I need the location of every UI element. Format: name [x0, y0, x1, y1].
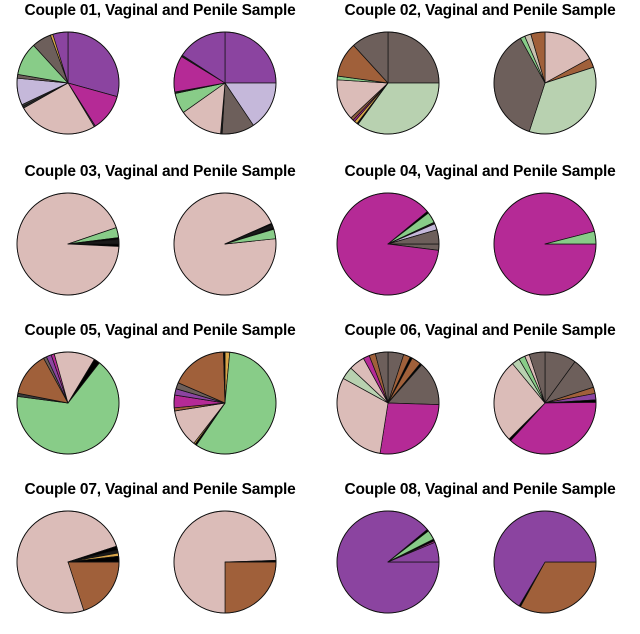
pie-pair-couple-04	[336, 192, 597, 296]
pie-penile	[493, 351, 597, 455]
pie-outline	[16, 351, 120, 455]
pie-penile	[173, 510, 277, 614]
panel-title: Couple 05, Vaginal and Penile Sample	[24, 322, 296, 339]
pie-pair-couple-02	[336, 31, 597, 135]
pie-vaginal	[16, 351, 120, 455]
pie-vaginal	[336, 351, 440, 455]
panel-couple-02: Couple 02, Vaginal and Penile Sample	[320, 0, 640, 155]
pie-outline	[16, 510, 120, 614]
pie-pair-couple-08	[336, 510, 597, 614]
pie-pair-couple-03	[16, 192, 277, 296]
panel-title: Couple 02, Vaginal and Penile Sample	[344, 2, 616, 19]
panel-title: Couple 08, Vaginal and Penile Sample	[344, 481, 616, 498]
pie-slice	[379, 402, 440, 455]
pie-penile	[493, 510, 597, 614]
pie-outline	[493, 31, 597, 135]
panel-couple-05: Couple 05, Vaginal and Penile Sample	[0, 320, 320, 475]
panel-couple-03: Couple 03, Vaginal and Penile Sample	[0, 161, 320, 316]
panel-title: Couple 06, Vaginal and Penile Sample	[344, 322, 616, 339]
pie-outline	[173, 31, 277, 135]
pie-outline	[493, 510, 597, 614]
pie-vaginal	[336, 31, 440, 135]
pie-outline	[493, 351, 597, 455]
pie-vaginal	[336, 192, 440, 296]
pie-pair-couple-05	[16, 351, 277, 455]
panel-couple-04: Couple 04, Vaginal and Penile Sample	[320, 161, 640, 316]
pie-slice	[224, 31, 277, 84]
pie-pair-couple-07	[16, 510, 277, 614]
pie-outline	[336, 351, 440, 455]
panel-title: Couple 03, Vaginal and Penile Sample	[24, 163, 296, 180]
pie-outline	[336, 510, 440, 614]
panel-title: Couple 04, Vaginal and Penile Sample	[344, 163, 616, 180]
pie-outline	[173, 192, 277, 296]
pie-vaginal	[16, 510, 120, 614]
pie-outline	[336, 31, 440, 135]
pie-penile	[493, 31, 597, 135]
panel-couple-01: Couple 01, Vaginal and Penile Sample	[0, 0, 320, 155]
pie-pair-couple-06	[336, 351, 597, 455]
pie-vaginal	[16, 192, 120, 296]
pie-pair-couple-01	[16, 31, 277, 135]
pie-vaginal	[16, 31, 120, 135]
pie-penile	[173, 351, 277, 455]
pie-penile	[173, 31, 277, 135]
pie-penile	[173, 192, 277, 296]
pie-outline	[173, 510, 277, 614]
pie-slice	[224, 561, 277, 614]
pie-outline	[493, 192, 597, 296]
pie-outline	[16, 192, 120, 296]
pie-slice	[387, 31, 440, 84]
pie-outline	[173, 351, 277, 455]
pie-outline	[336, 192, 440, 296]
panel-couple-07: Couple 07, Vaginal and Penile Sample	[0, 479, 320, 634]
panel-title: Couple 07, Vaginal and Penile Sample	[24, 481, 296, 498]
panel-couple-06: Couple 06, Vaginal and Penile Sample	[320, 320, 640, 475]
panel-couple-08: Couple 08, Vaginal and Penile Sample	[320, 479, 640, 634]
pie-outline	[16, 31, 120, 135]
panel-title: Couple 01, Vaginal and Penile Sample	[24, 2, 296, 19]
pie-penile	[493, 192, 597, 296]
pie-vaginal	[336, 510, 440, 614]
